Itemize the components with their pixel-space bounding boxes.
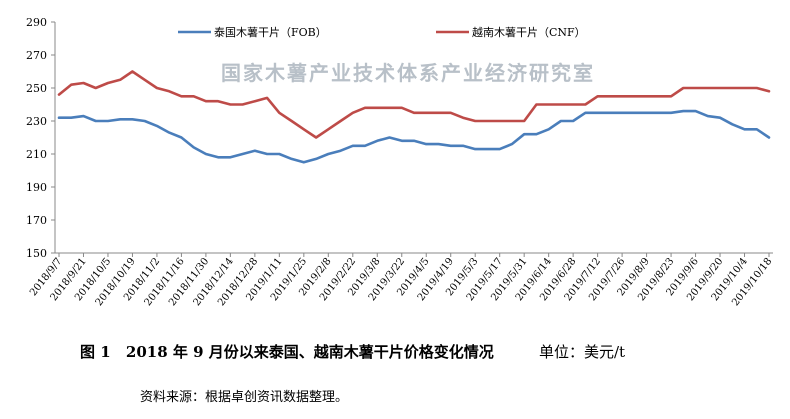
y-tick-label: 210 — [26, 148, 47, 161]
series-line-1 — [57, 109, 771, 164]
y-tick-label: 290 — [26, 16, 47, 29]
chart-area: 150 170 190 210 230 250 270 290 2018/9/7 2018/9/2… — [26, 16, 774, 308]
figure-title: 2018 年 9 月份以来泰国、越南木薯干片价格变化情况 — [125, 343, 494, 361]
data-source-note: 资料来源：根据卓创资讯数据整理。 — [140, 390, 349, 405]
legend-label-1: 泰国木薯干片（FOB） — [214, 25, 327, 39]
watermark: 国家木薯产业技术体系产业经济研究室 — [221, 61, 595, 85]
y-tick-label: 230 — [26, 115, 47, 128]
y-tick-label: 250 — [26, 82, 47, 95]
figure-label: 图 1 — [80, 343, 111, 361]
y-tick-label: 270 — [26, 49, 47, 62]
line-chart: 1501701902102302502702902018/9/72018/9/2… — [26, 16, 774, 308]
figure-caption: 图 1 2018 年 9 月份以来泰国、越南木薯干片价格变化情况 单位：美元/t — [80, 341, 625, 362]
y-tick-label: 150 — [26, 247, 47, 260]
legend-label-2: 越南木薯干片（CNF） — [472, 25, 586, 39]
y-tick-label: 190 — [26, 181, 47, 194]
y-tick-label: 170 — [26, 214, 47, 227]
series-line-2 — [57, 70, 771, 139]
figure-unit: 单位：美元/t — [539, 343, 626, 361]
